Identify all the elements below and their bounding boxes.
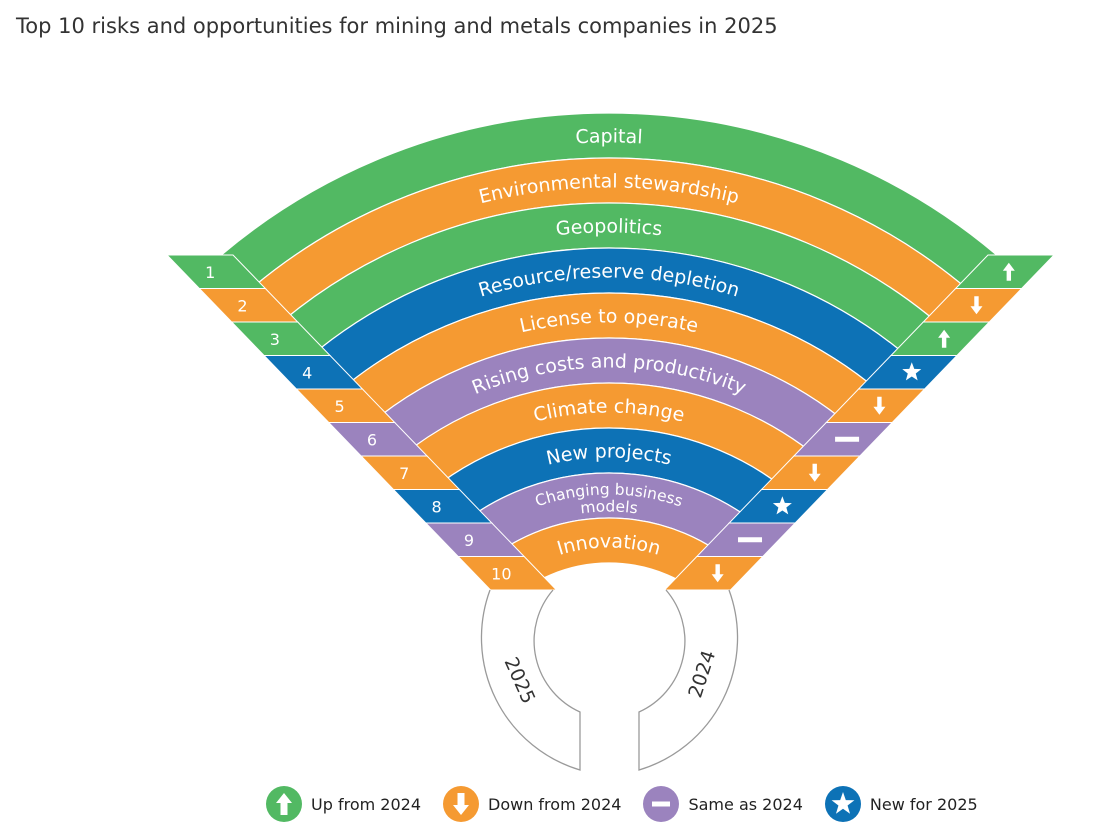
loop-left-2025 — [480, 589, 581, 771]
risk-label-3: Geopolitics — [555, 215, 663, 240]
loop-right-2024 — [638, 589, 739, 771]
rank-column-2025: 1 2 3 4 5 6 7 8 9 10 — [165, 254, 558, 591]
legend-label-same: Same as 2024 — [688, 794, 803, 814]
trend-icon-same-6 — [835, 436, 860, 442]
arrow-down-icon — [443, 786, 479, 822]
rank-number-9: 9 — [464, 531, 474, 550]
page-title: Top 10 risks and opportunities for minin… — [16, 14, 778, 38]
rank-number-4: 4 — [302, 363, 312, 382]
trend-icon-down-5 — [873, 396, 886, 415]
legend: Up from 2024 Down from 2024 Same as 2024… — [266, 786, 978, 822]
legend-item-down: Down from 2024 — [443, 786, 621, 822]
legend-label-up: Up from 2024 — [311, 794, 421, 814]
star-icon — [824, 786, 861, 822]
rank-number-3: 3 — [270, 330, 280, 349]
rank-number-8: 8 — [432, 497, 442, 516]
arrow-up-icon — [266, 786, 302, 822]
legend-item-new: New for 2025 — [824, 786, 978, 822]
dash-icon — [643, 786, 680, 822]
trend-icon-up-1 — [1002, 262, 1015, 281]
trend-icon-same-9 — [738, 537, 763, 543]
trend-icon-down-2 — [970, 296, 983, 315]
rank-number-10: 10 — [491, 564, 511, 583]
trend-icon-new-8 — [772, 496, 792, 515]
trend-column-2024 — [663, 254, 1056, 591]
rank-number-1: 1 — [205, 263, 215, 282]
risk-label-1: Capital — [575, 125, 643, 148]
trend-icon-down-10 — [711, 564, 724, 583]
rank-number-6: 6 — [367, 430, 377, 449]
legend-item-same: Same as 2024 — [643, 786, 803, 822]
rank-number-2: 2 — [237, 296, 247, 315]
trend-cell-10 — [663, 556, 765, 591]
legend-item-up: Up from 2024 — [266, 786, 421, 822]
year-loop: 2025 2024 — [480, 589, 739, 771]
rank-number-5: 5 — [334, 397, 344, 416]
trend-icon-down-7 — [808, 463, 821, 482]
legend-label-new: New for 2025 — [869, 794, 978, 814]
rank-cell-10 — [456, 556, 558, 591]
legend-label-down: Down from 2024 — [488, 794, 622, 814]
rank-number-7: 7 — [399, 464, 409, 483]
trend-icon-new-4 — [902, 362, 922, 381]
risk-label-9-line-2: models — [579, 497, 638, 517]
trend-icon-up-3 — [938, 329, 951, 348]
